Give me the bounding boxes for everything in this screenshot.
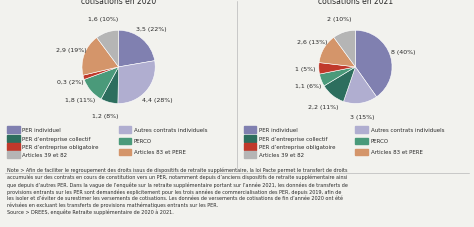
Text: 3 (15%): 3 (15%): [350, 115, 375, 120]
FancyBboxPatch shape: [7, 152, 19, 158]
FancyBboxPatch shape: [118, 149, 131, 156]
Wedge shape: [319, 68, 356, 86]
Text: PER d’entreprise collectif: PER d’entreprise collectif: [22, 136, 91, 141]
Text: PER individuel: PER individuel: [259, 128, 298, 133]
Wedge shape: [83, 68, 118, 80]
Text: PER individuel: PER individuel: [22, 128, 61, 133]
Wedge shape: [324, 68, 356, 102]
Text: 0,3 (2%): 0,3 (2%): [57, 79, 83, 84]
Title: Ventilation des 19,9 mds d’euros de
cotisations en 2021: Ventilation des 19,9 mds d’euros de coti…: [286, 0, 424, 6]
Text: PERCO: PERCO: [371, 139, 389, 144]
Text: 1,2 (8%): 1,2 (8%): [92, 114, 119, 119]
Text: 1,1 (6%): 1,1 (6%): [295, 83, 321, 88]
Text: 1,6 (10%): 1,6 (10%): [88, 17, 118, 22]
Text: PER d’entreprise obligatoire: PER d’entreprise obligatoire: [259, 144, 336, 149]
Text: 3,5 (22%): 3,5 (22%): [136, 27, 166, 32]
Wedge shape: [344, 68, 376, 104]
Wedge shape: [101, 68, 118, 104]
FancyBboxPatch shape: [118, 138, 131, 145]
Wedge shape: [82, 38, 118, 76]
Text: Articles 39 et 82: Articles 39 et 82: [259, 153, 304, 158]
Title: Ventilation des 15,7 mds d’euros de
cotisations en 2020: Ventilation des 15,7 mds d’euros de coti…: [50, 0, 188, 6]
Text: 2 (10%): 2 (10%): [328, 17, 352, 22]
Text: Articles 83 et PERE: Articles 83 et PERE: [134, 150, 186, 155]
FancyBboxPatch shape: [356, 127, 368, 134]
Text: 8 (40%): 8 (40%): [392, 50, 416, 55]
Text: Autres contrats individuels: Autres contrats individuels: [371, 128, 444, 133]
Text: PERCO: PERCO: [134, 139, 152, 144]
Text: 2,2 (11%): 2,2 (11%): [309, 104, 339, 109]
Wedge shape: [356, 31, 392, 97]
FancyBboxPatch shape: [7, 127, 19, 134]
FancyBboxPatch shape: [244, 152, 256, 158]
FancyBboxPatch shape: [356, 149, 368, 156]
FancyBboxPatch shape: [118, 127, 131, 134]
Text: PER d’entreprise obligatoire: PER d’entreprise obligatoire: [22, 144, 99, 149]
Text: 4,4 (28%): 4,4 (28%): [142, 98, 172, 103]
Wedge shape: [319, 63, 356, 75]
Wedge shape: [334, 31, 356, 68]
FancyBboxPatch shape: [7, 143, 19, 150]
FancyBboxPatch shape: [244, 135, 256, 142]
Text: 2,9 (19%): 2,9 (19%): [56, 48, 86, 53]
FancyBboxPatch shape: [7, 135, 19, 142]
Text: Note > Afin de faciliter le regroupement des droits issus de dispositifs de retr: Note > Afin de faciliter le regroupement…: [7, 167, 348, 214]
Text: Autres contrats individuels: Autres contrats individuels: [134, 128, 207, 133]
Wedge shape: [118, 31, 155, 68]
Text: 1 (5%): 1 (5%): [295, 67, 315, 72]
Text: PER d’entreprise collectif: PER d’entreprise collectif: [259, 136, 328, 141]
Wedge shape: [118, 62, 155, 104]
FancyBboxPatch shape: [244, 143, 256, 150]
Wedge shape: [319, 38, 356, 68]
Text: Articles 83 et PERE: Articles 83 et PERE: [371, 150, 422, 155]
FancyBboxPatch shape: [244, 127, 256, 134]
Text: Articles 39 et 82: Articles 39 et 82: [22, 153, 67, 158]
Text: 1,8 (11%): 1,8 (11%): [65, 98, 95, 103]
Wedge shape: [84, 68, 118, 100]
Text: 2,6 (13%): 2,6 (13%): [297, 40, 327, 45]
Wedge shape: [97, 31, 118, 68]
FancyBboxPatch shape: [356, 138, 368, 145]
